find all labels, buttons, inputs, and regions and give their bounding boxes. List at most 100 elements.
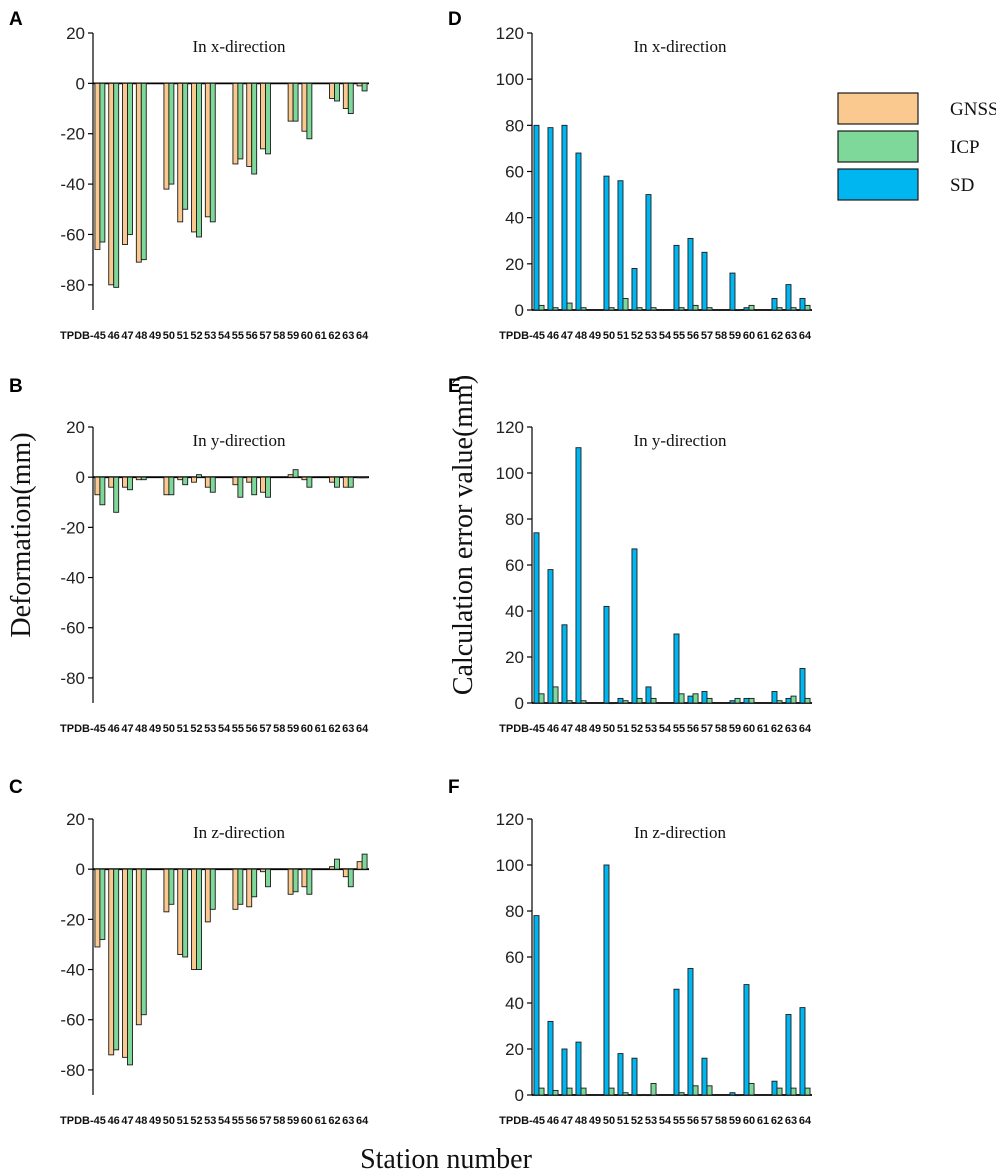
bar-sd	[771, 1080, 778, 1096]
bar-icp	[566, 1087, 573, 1096]
bar-sd	[729, 1092, 736, 1096]
bar-gnss	[246, 82, 253, 167]
bar-icp	[251, 868, 258, 898]
station-label: 50	[163, 1115, 175, 1127]
x-axis-title: Station number	[360, 1144, 533, 1175]
bar-sd	[673, 244, 680, 311]
bar-gnss	[108, 476, 115, 488]
station-label: 46	[547, 723, 559, 735]
bar-gnss	[191, 868, 197, 970]
bar-icp	[790, 695, 797, 704]
bar-icp	[608, 1087, 615, 1096]
bar-icp	[306, 476, 313, 488]
station-label: 50	[163, 330, 175, 342]
y-axis-title-left: Deformation(mm)	[6, 432, 37, 637]
bar-gnss	[135, 82, 142, 263]
bar-gnss	[177, 82, 184, 223]
station-label: 47	[561, 723, 573, 735]
bar-icp	[706, 1085, 713, 1096]
station-label: 54	[659, 330, 672, 342]
bar-icp	[237, 476, 244, 498]
bar-icp	[678, 307, 685, 311]
bar-gnss	[191, 82, 197, 233]
station-label: 47	[121, 723, 133, 735]
y-tick-label: 20	[505, 255, 524, 274]
y-tick-label: 40	[505, 994, 524, 1013]
bar-icp	[622, 1092, 629, 1096]
bar-gnss	[108, 868, 115, 1056]
y-tick-label: -20	[60, 518, 85, 537]
station-label: 55	[673, 330, 685, 342]
bar-gnss	[287, 868, 294, 895]
station-label: 53	[645, 330, 657, 342]
bar-icp	[113, 82, 120, 288]
bar-sd	[617, 180, 624, 311]
bar-icp	[306, 868, 313, 895]
y-tick-label: -60	[60, 225, 85, 244]
bar-icp	[706, 307, 713, 311]
bar-icp	[776, 1087, 783, 1096]
bar-sd	[547, 569, 554, 704]
y-tick-label: 0	[515, 301, 524, 320]
bar-icp	[99, 82, 106, 243]
bar-sd	[561, 624, 568, 704]
bar-icp	[127, 82, 133, 235]
bar-sd	[673, 988, 680, 1096]
bar-icp	[734, 1094, 741, 1097]
station-label: 58	[715, 330, 727, 342]
bar-gnss	[163, 868, 170, 913]
station-label: 60	[743, 330, 755, 342]
bar-sd	[603, 605, 610, 704]
station-label: 62	[771, 723, 783, 735]
station-label: 61	[757, 330, 769, 342]
station-label: 58	[715, 723, 727, 735]
bar-gnss	[287, 82, 294, 122]
bar-gnss	[94, 868, 101, 948]
bar-icp	[347, 476, 354, 488]
bar-gnss	[356, 82, 363, 87]
bar-sd	[687, 968, 694, 1096]
bar-icp	[140, 82, 147, 261]
y-tick-label: 20	[505, 648, 524, 667]
station-label: 55	[673, 723, 685, 735]
bar-gnss	[342, 82, 349, 109]
bar-icp	[552, 1089, 559, 1096]
station-label: 50	[163, 723, 175, 735]
station-label: 56	[246, 1115, 258, 1127]
bar-gnss	[232, 476, 239, 486]
bar-icp	[334, 82, 340, 102]
y-tick-label: 20	[66, 24, 85, 43]
bar-sd	[785, 697, 792, 704]
station-label: 53	[645, 723, 657, 735]
bar-icp	[552, 307, 559, 311]
bar-icp	[580, 700, 587, 704]
bar-gnss	[356, 861, 363, 870]
bar-sd	[799, 1007, 806, 1096]
station-label: 64	[799, 723, 812, 735]
bar-gnss	[122, 82, 128, 245]
station-label: 59	[287, 1115, 299, 1127]
y-tick-label: -20	[60, 125, 85, 144]
y-tick-label: 120	[496, 810, 524, 829]
y-tick-label: 100	[496, 464, 524, 483]
bar-sd	[617, 1053, 624, 1096]
bar-gnss	[94, 82, 101, 251]
station-label: 57	[701, 330, 713, 342]
bar-icp	[804, 304, 811, 311]
station-label: TPDB-45	[60, 723, 106, 735]
y-tick-label: 0	[76, 468, 85, 487]
station-label: 56	[246, 330, 258, 342]
station-label: 64	[799, 330, 812, 342]
station-label: 52	[190, 330, 202, 342]
bar-gnss	[301, 476, 308, 481]
bar-icp	[182, 476, 189, 486]
bar-icp	[608, 307, 615, 311]
station-label: 54	[218, 723, 231, 735]
legend: GNSS ICP SD	[837, 92, 996, 201]
y-axis-title-right: Calculation error value(mm)	[448, 375, 479, 695]
y-tick-label: 20	[505, 1040, 524, 1059]
station-label: 59	[729, 723, 741, 735]
bar-icp	[292, 469, 299, 478]
